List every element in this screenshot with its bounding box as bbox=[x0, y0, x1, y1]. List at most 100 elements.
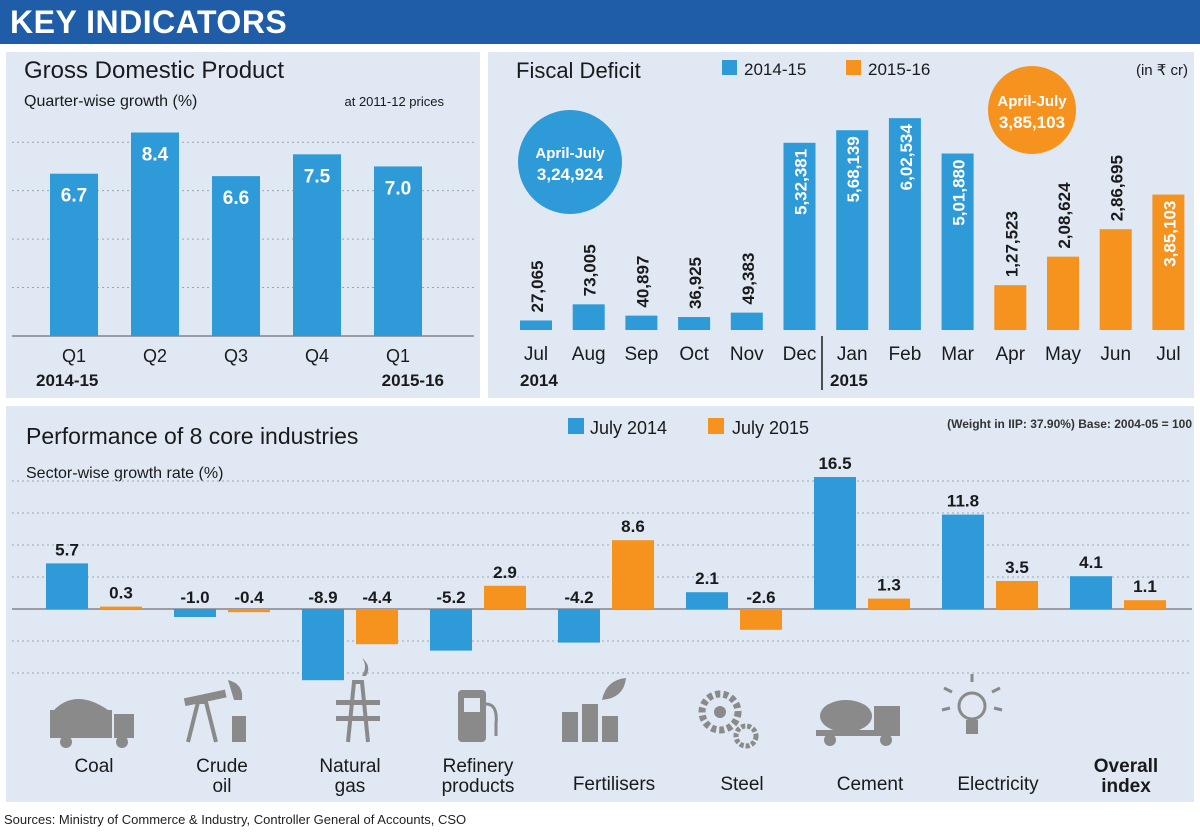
icon-part bbox=[582, 704, 598, 742]
icon-part bbox=[993, 706, 1003, 712]
fd-data-label: 73,005 bbox=[581, 244, 600, 296]
core-tick-label: Steel bbox=[720, 774, 763, 795]
fd-callout-2014-15-line2: 3,24,924 bbox=[537, 165, 604, 184]
fd-bar bbox=[730, 312, 763, 330]
core-bar bbox=[996, 581, 1038, 609]
oil-pump-icon bbox=[183, 680, 246, 743]
core-tick-label-line: Crude bbox=[196, 756, 248, 777]
fd-data-label: 2,86,695 bbox=[1108, 155, 1127, 221]
fd-tick-label: Feb bbox=[889, 344, 922, 365]
page-title: KEY INDICATORS bbox=[10, 4, 288, 40]
fd-data-label: 5,68,139 bbox=[844, 136, 863, 202]
core-data-label: 3.5 bbox=[1005, 558, 1029, 577]
fd-bar bbox=[994, 285, 1027, 330]
icon-part bbox=[943, 686, 953, 694]
core-data-label: 0.3 bbox=[109, 584, 133, 603]
fd-data-label: 27,065 bbox=[528, 260, 547, 312]
gdp-note: at 2011-12 prices bbox=[345, 94, 445, 109]
core-industries-chart: Performance of 8 core industries Sector-… bbox=[12, 417, 1192, 797]
fd-tick-label: Aug bbox=[572, 344, 606, 365]
fd-tick-label: May bbox=[1045, 344, 1081, 365]
gdp-tick-label: Q2 bbox=[143, 346, 167, 366]
cement-mixer-icon bbox=[816, 700, 900, 746]
fd-tick-label: Jul bbox=[1156, 344, 1180, 365]
core-data-label: -0.4 bbox=[234, 588, 264, 607]
gdp-tick-label: Q3 bbox=[224, 346, 248, 366]
icon-part bbox=[50, 710, 112, 738]
core-subtitle: Sector-wise growth rate (%) bbox=[26, 465, 223, 482]
fd-unit: (in ₹ cr) bbox=[1136, 62, 1188, 79]
core-data-label: 5.7 bbox=[55, 540, 79, 559]
core-data-label: 4.1 bbox=[1079, 553, 1103, 572]
icon-part bbox=[116, 736, 128, 748]
core-data-label: -1.0 bbox=[180, 588, 209, 607]
gdp-title: Gross Domestic Product bbox=[24, 57, 284, 84]
icon-part bbox=[485, 702, 498, 736]
fd-data-label: 49,383 bbox=[739, 253, 758, 305]
core-data-label: 1.1 bbox=[1133, 577, 1157, 596]
icon-part bbox=[957, 691, 987, 721]
core-tick-label: Crude oil bbox=[196, 756, 248, 797]
core-data-label: 11.8 bbox=[947, 492, 979, 511]
gdp-value-label: 6.6 bbox=[223, 188, 249, 209]
core-bar bbox=[484, 585, 526, 609]
core-data-label: 1.3 bbox=[877, 576, 901, 595]
header-banner: KEY INDICATORS bbox=[0, 0, 1200, 44]
core-bar bbox=[356, 609, 398, 645]
fd-tick-label: Jun bbox=[1100, 344, 1131, 365]
fd-tick-label: Sep bbox=[624, 344, 658, 365]
core-legend-label-july-2015: July 2015 bbox=[732, 418, 809, 438]
fd-data-label: 5,01,880 bbox=[950, 160, 969, 226]
core-tick-label: Refinery products bbox=[442, 756, 515, 797]
core-tick-label: Fertilisers bbox=[573, 774, 655, 795]
gdp-value-label: 8.4 bbox=[142, 145, 169, 166]
core-bar bbox=[1070, 576, 1112, 609]
fertiliser-plant-icon bbox=[562, 678, 626, 742]
core-tick-label-line: gas bbox=[335, 776, 366, 797]
gdp-tick-label: Q1 bbox=[62, 346, 86, 366]
core-bar bbox=[942, 514, 984, 609]
icon-part bbox=[991, 686, 1001, 694]
fd-legend-swatch-2015-16 bbox=[846, 60, 861, 75]
fd-data-label: 6,02,534 bbox=[897, 124, 916, 191]
core-bar bbox=[814, 477, 856, 609]
icon-part bbox=[602, 678, 626, 700]
fd-callout-2014-15 bbox=[518, 110, 622, 214]
gdp-bar bbox=[293, 154, 341, 336]
core-bar bbox=[686, 592, 728, 609]
fd-year-label-2015: 2015 bbox=[830, 371, 868, 390]
fd-year-label-2014: 2014 bbox=[520, 371, 558, 390]
gdp-subtitle: Quarter-wise growth (%) bbox=[24, 93, 197, 110]
fd-callout-2015-16-line1: April-July bbox=[997, 93, 1067, 110]
icon-part bbox=[336, 716, 380, 721]
core-bar bbox=[228, 609, 270, 613]
core-bar bbox=[868, 598, 910, 609]
core-tick-label-line: Overall bbox=[1094, 756, 1158, 777]
fd-bar bbox=[836, 130, 869, 330]
icon-part bbox=[941, 706, 951, 712]
icon-part bbox=[966, 720, 978, 734]
core-bar bbox=[302, 609, 344, 681]
core-title: Performance of 8 core industries bbox=[26, 423, 358, 449]
fd-callout-2014-15-line1: April-July bbox=[535, 145, 605, 162]
fd-data-label: 5,32,381 bbox=[792, 149, 811, 215]
gdp-chart: Gross Domestic Product Quarter-wise grow… bbox=[12, 57, 474, 390]
icon-part bbox=[698, 690, 742, 734]
icon-part bbox=[458, 690, 486, 742]
icon-part bbox=[733, 723, 759, 749]
core-tick-label-line: oil bbox=[212, 776, 231, 797]
core-legend-label-july-2014: July 2014 bbox=[590, 418, 667, 438]
core-tick-label: Natural gas bbox=[319, 756, 380, 797]
fd-callout-2015-16 bbox=[988, 66, 1076, 154]
fd-callout-2015-16-line2: 3,85,103 bbox=[999, 113, 1065, 132]
core-bar bbox=[612, 540, 654, 609]
fd-tick-label: Jan bbox=[837, 344, 868, 365]
core-tick-label-line: Natural bbox=[319, 756, 380, 777]
fd-bar bbox=[678, 317, 711, 330]
fd-data-label: 2,08,624 bbox=[1055, 182, 1074, 249]
sources-note: Sources: Ministry of Commerce & Industry… bbox=[4, 812, 467, 827]
icon-part bbox=[714, 706, 726, 718]
gdp-bar bbox=[212, 176, 260, 336]
core-tick-label-line: products bbox=[442, 776, 515, 797]
